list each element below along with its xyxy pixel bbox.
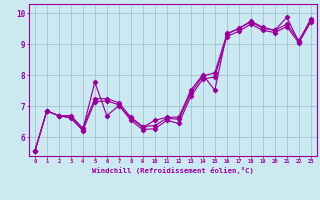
X-axis label: Windchill (Refroidissement éolien,°C): Windchill (Refroidissement éolien,°C)	[92, 167, 254, 174]
